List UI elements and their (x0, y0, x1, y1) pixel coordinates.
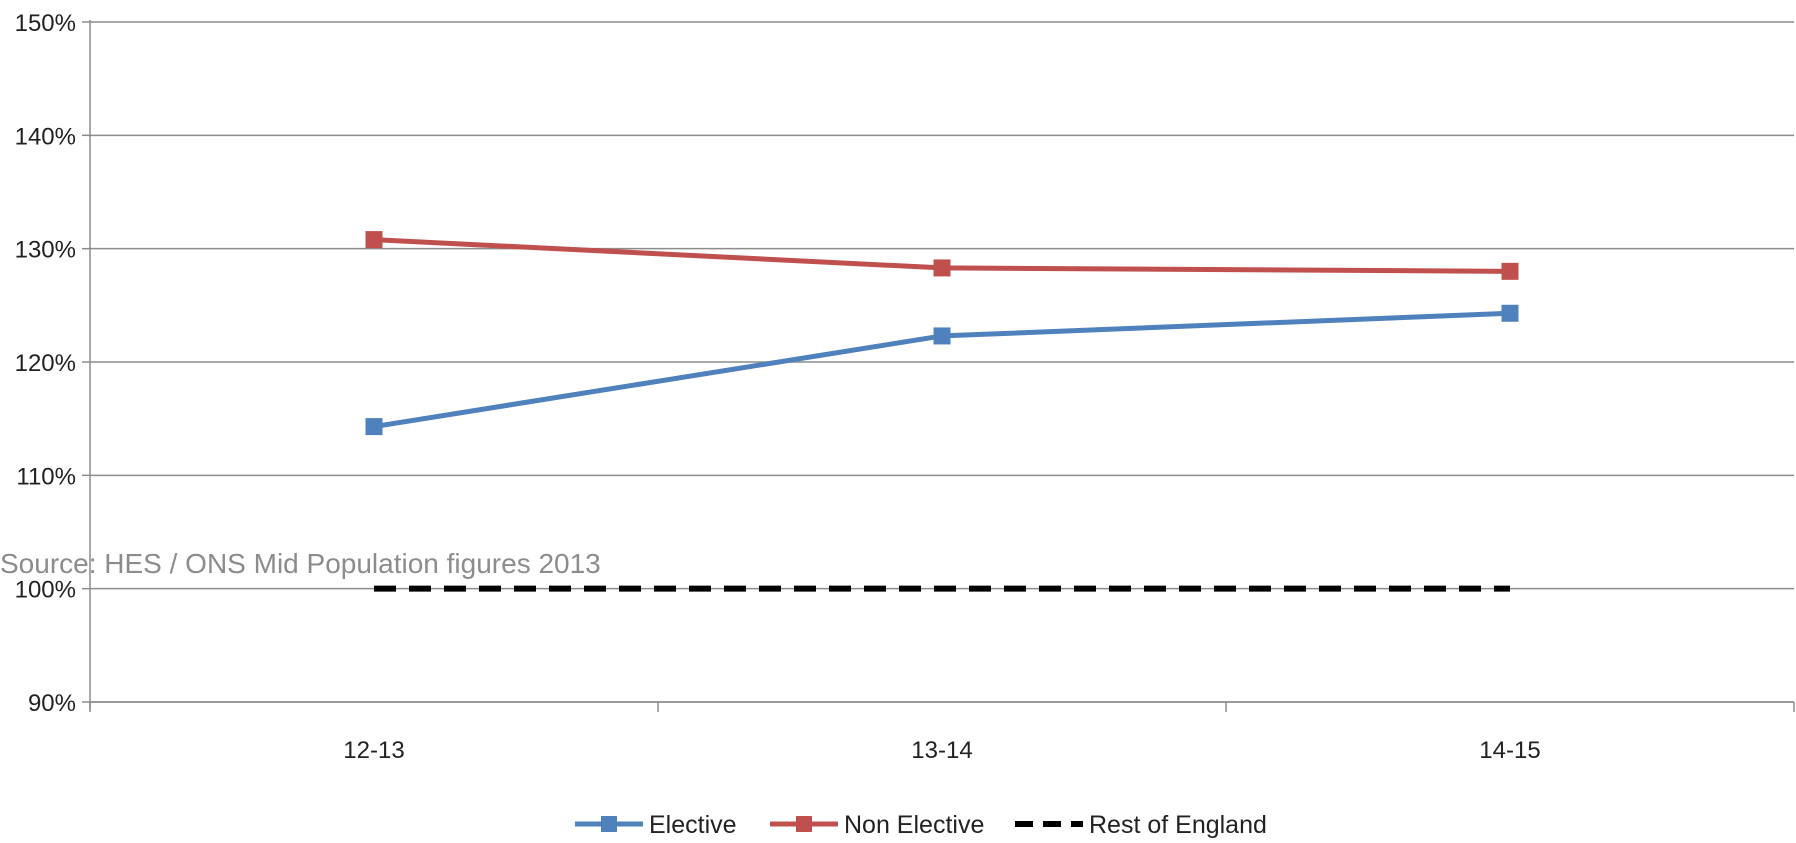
legend-label: Non Elective (844, 811, 984, 839)
series-lines (365, 231, 1519, 592)
data-point (1501, 304, 1519, 322)
legend-label: Elective (649, 811, 737, 839)
data-point (1501, 262, 1519, 280)
data-point (933, 327, 951, 345)
data-point (933, 259, 951, 277)
y-tick-label: 100% (15, 577, 76, 604)
data-point (365, 418, 383, 436)
x-tick-label: 14-15 (1479, 737, 1540, 764)
y-tick-label: 90% (28, 690, 76, 717)
data-point (365, 231, 383, 249)
gridlines (90, 21, 1794, 703)
legend-marker (796, 816, 812, 832)
x-tick-label: 12-13 (343, 737, 404, 764)
axes: 90% 100% 110% 120% 130% 140% 150% 12-13 13-14 14-… (15, 10, 1795, 764)
y-tick-label: 150% (15, 10, 76, 37)
legend: Elective Non Elective Rest of England (575, 811, 1267, 839)
y-tick-label: 110% (16, 463, 76, 490)
y-tick-label: 130% (15, 237, 76, 264)
y-tick-label: 140% (15, 123, 76, 150)
y-tick-label: 120% (15, 350, 76, 377)
source-note: Source: HES / ONS Mid Population figures… (0, 548, 601, 579)
legend-marker (601, 816, 617, 832)
legend-label: Rest of England (1089, 811, 1267, 839)
x-tick-label: 13-14 (911, 737, 972, 764)
